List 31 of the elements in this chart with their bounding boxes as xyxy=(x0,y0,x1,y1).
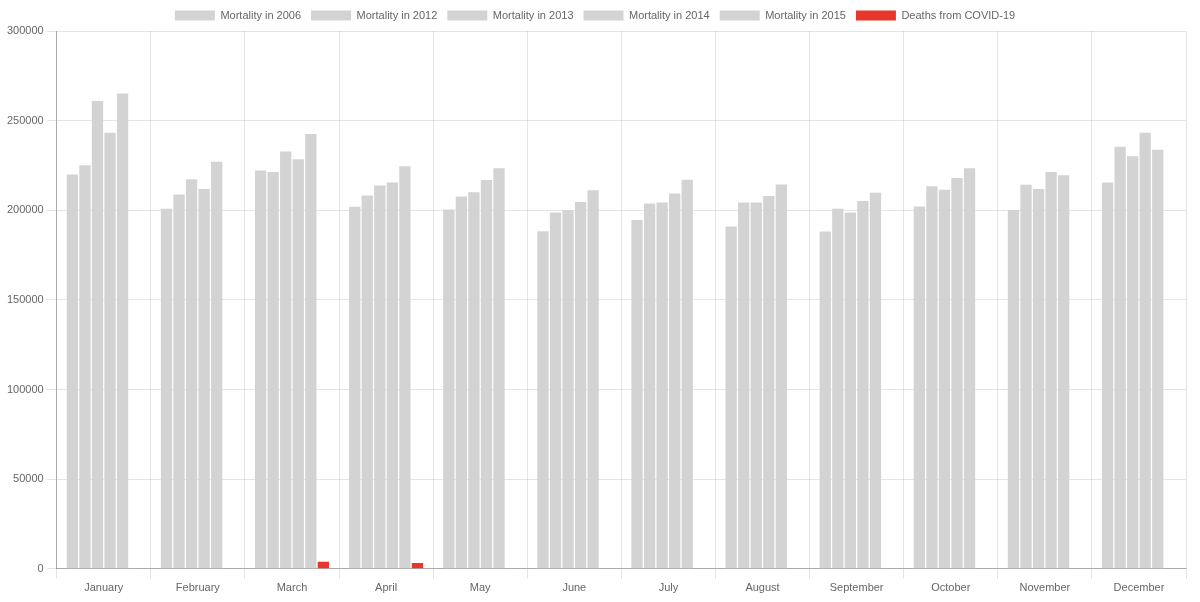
x-tick-label: August xyxy=(745,581,780,594)
bar xyxy=(349,206,361,569)
x-tick-label: December xyxy=(1113,581,1165,594)
legend-label: Mortality in 2015 xyxy=(765,8,846,21)
x-tick-label: February xyxy=(175,581,221,594)
x-tick-label: March xyxy=(276,581,308,594)
legend-label: Mortality in 2014 xyxy=(629,8,710,21)
y-tick-label: 100000 xyxy=(6,382,44,395)
x-tick-label: July xyxy=(658,581,679,594)
y-tick-label: 0 xyxy=(37,561,44,574)
legend-label: Mortality in 2012 xyxy=(356,8,438,21)
y-tick-label: 50000 xyxy=(13,472,44,485)
legend-label: Mortality in 2013 xyxy=(492,8,574,21)
bar xyxy=(681,179,693,569)
y-tick-label: 200000 xyxy=(6,203,44,216)
bar xyxy=(443,209,455,569)
x-tick-label: June xyxy=(562,581,587,594)
y-tick-label: 250000 xyxy=(6,113,44,126)
x-tick-label: April xyxy=(375,581,398,594)
legend-label: Mortality in 2006 xyxy=(220,8,302,21)
y-tick-label: 150000 xyxy=(6,292,44,305)
x-tick-label: January xyxy=(84,581,124,594)
bar xyxy=(411,562,424,569)
y-tick-label: 300000 xyxy=(6,24,44,37)
legend-label: Deaths from COVID-19 xyxy=(901,8,1016,21)
x-tick-label: May xyxy=(469,581,492,594)
bar xyxy=(254,170,267,569)
x-tick-label: October xyxy=(931,581,971,594)
x-tick-label: September xyxy=(829,581,884,594)
x-tick-label: November xyxy=(1019,581,1071,594)
bar xyxy=(775,184,787,569)
